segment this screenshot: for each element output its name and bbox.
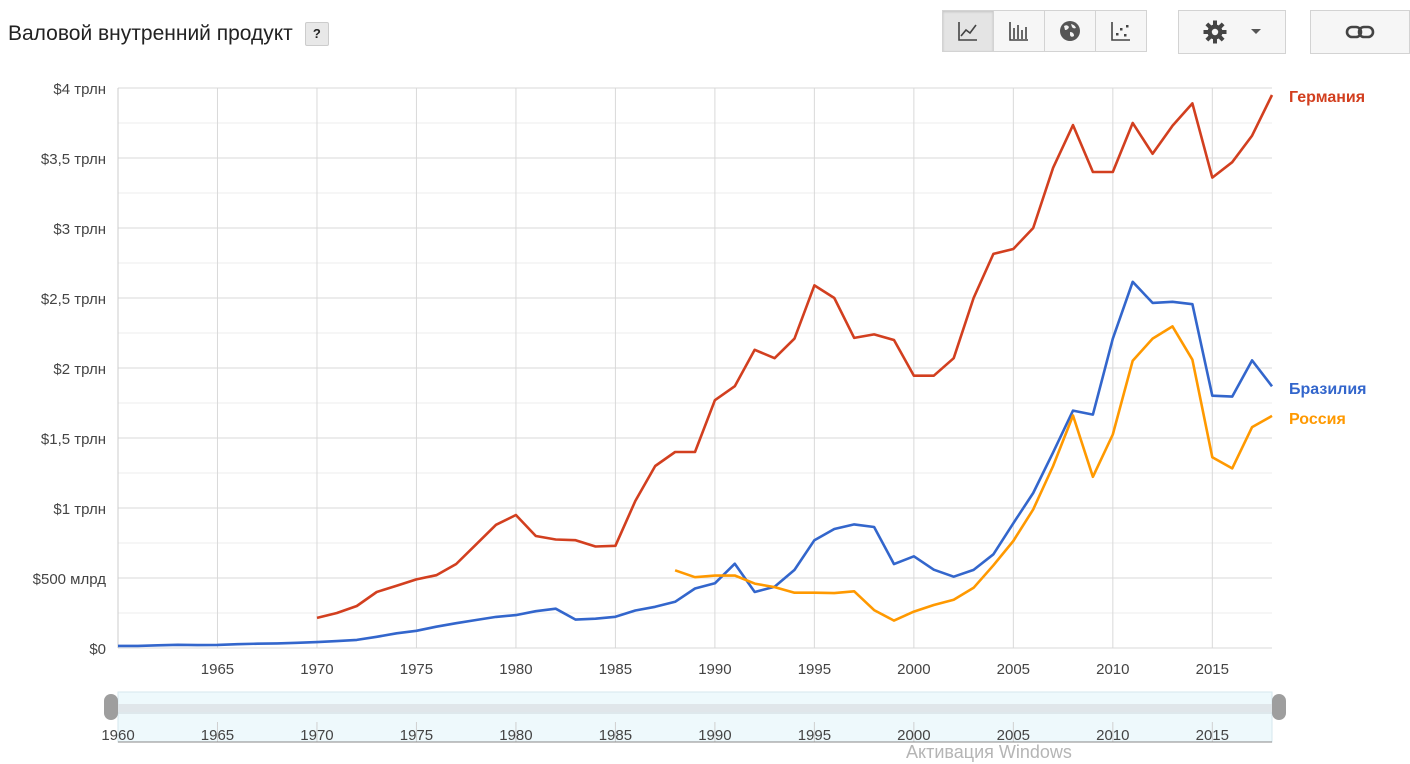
scatter-chart-button[interactable] [1095,10,1147,52]
range-slider-tick-label: 1970 [300,727,333,744]
range-slider-right-handle[interactable] [1272,694,1286,720]
globe-map-icon [1060,21,1080,41]
x-tick-label: 1970 [300,661,333,678]
y-tick-label: $4 трлн [53,81,106,98]
range-slider-tick-label: 1975 [400,727,433,744]
series-line-0 [316,94,1274,620]
range-slider-tick-label: 1965 [201,727,234,744]
gear-icon [1203,20,1227,44]
bar-chart-button[interactable] [993,10,1045,52]
windows-activation-watermark: Активация Windows [906,742,1072,762]
range-slider-left-handle[interactable] [104,694,118,720]
x-tick-label: 1985 [599,661,632,678]
range-slider-band [118,704,1272,712]
x-tick-label: 1980 [499,661,532,678]
x-tick-label: 1995 [798,661,831,678]
line-chart-button[interactable] [942,10,994,52]
y-tick-label: $2,5 трлн [41,291,106,308]
line-chart-icon [958,22,977,41]
settings-dropdown-button[interactable] [1178,10,1286,54]
y-tick-label: $1,5 трлн [41,431,106,448]
page-title: Валовой внутренний продукт [8,22,293,45]
range-slider-tick-label: 1960 [101,727,134,744]
x-tick-label: 2005 [997,661,1030,678]
legend-label-1: Бразилия [1289,381,1367,398]
bar-chart-icon [1009,22,1028,41]
link-icon [1345,25,1375,39]
y-tick-label: $500 млрд [33,571,107,588]
chart-type-toolbar [942,10,1147,52]
x-tick-label: 1965 [201,661,234,678]
series-line-1 [118,280,1274,648]
legend-label-0: Германия [1289,89,1365,106]
y-tick-label: $0 [89,641,106,658]
legend-label-2: Россия [1289,411,1346,428]
help-button[interactable]: ? [304,22,329,46]
range-slider-tick-label: 1995 [798,727,831,744]
range-slider-tick-label: 2000 [897,727,930,744]
chevron-down-icon [1251,29,1261,34]
x-tick-label: 1990 [698,661,731,678]
range-slider-track [117,691,1273,743]
scatter-chart-icon [1111,22,1130,41]
range-slider-tick-label: 2015 [1196,727,1229,744]
series-line-2 [674,325,1273,622]
x-tick-label: 1975 [400,661,433,678]
chart-title-row: Валовой внутренний продукт ? [8,22,329,46]
y-tick-label: $3,5 трлн [41,151,106,168]
y-tick-label: $1 трлн [53,501,106,518]
y-tick-label: $3 трлн [53,221,106,238]
range-slider-tick-label: 2010 [1096,727,1129,744]
y-tick-label: $2 трлн [53,361,106,378]
x-tick-label: 2000 [897,661,930,678]
range-slider-tick-label: 1990 [698,727,731,744]
range-slider-tick-label: 1980 [499,727,532,744]
range-slider-tick-label: 1985 [599,727,632,744]
x-tick-label: 2015 [1196,661,1229,678]
range-slider-tick-label: 2005 [997,727,1030,744]
x-tick-label: 2010 [1096,661,1129,678]
